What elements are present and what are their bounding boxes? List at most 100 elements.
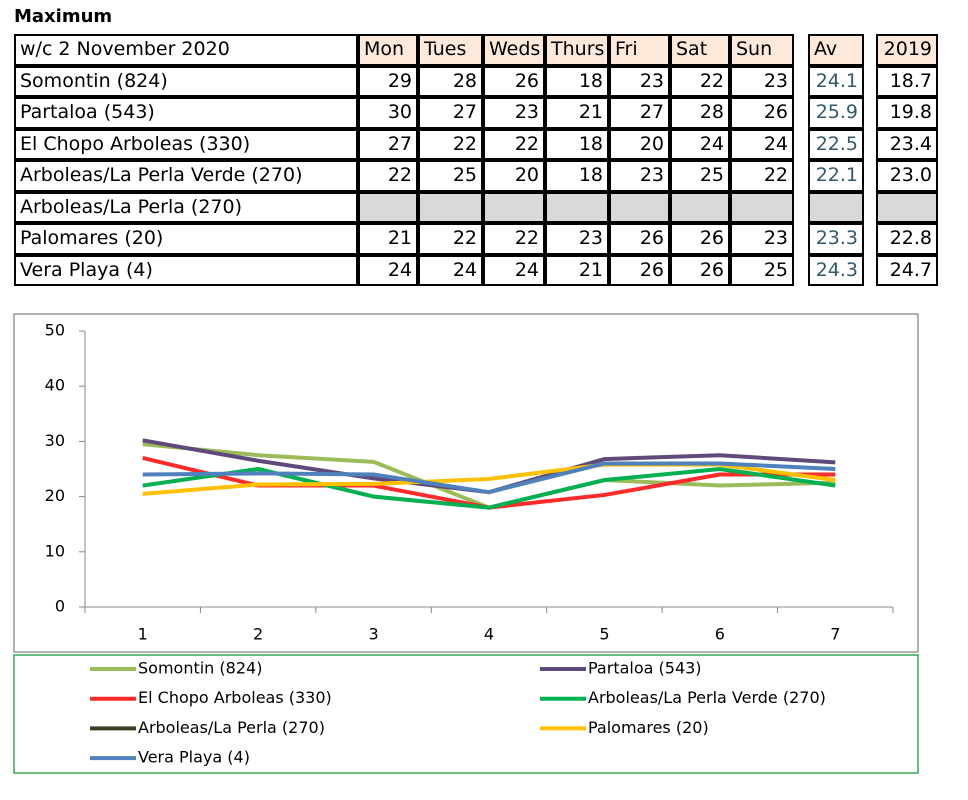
series-line	[142, 467, 836, 510]
value-cell	[730, 191, 794, 223]
column-header: Thurs	[545, 34, 609, 66]
year-cell	[876, 191, 938, 223]
year-cell: 24.7	[876, 254, 938, 286]
year-cell: 18.7	[876, 65, 938, 97]
value-cell: 26	[730, 97, 794, 129]
value-cell: 27	[418, 97, 483, 129]
value-cell: 23	[730, 65, 794, 97]
year-cell: 23.0	[876, 160, 938, 192]
legend-label: Vera Playa (4)	[138, 748, 250, 767]
value-cell	[418, 191, 483, 223]
value-cell: 22	[418, 223, 483, 255]
series-line	[142, 461, 836, 495]
value-cell: 26	[670, 223, 730, 255]
row-label: Somontin (824)	[14, 65, 358, 97]
value-cell	[358, 191, 418, 223]
value-cell: 29	[358, 65, 418, 97]
value-cell: 22	[358, 160, 418, 192]
column-header: w/c 2 November 2020	[14, 34, 358, 66]
year-cell: 23.4	[876, 128, 938, 160]
legend-label: Arboleas/La Perla Verde (270)	[588, 688, 826, 707]
x-tick-label: 6	[715, 625, 725, 644]
value-cell: 23	[730, 223, 794, 255]
value-cell: 22	[730, 160, 794, 192]
value-cell: 22	[670, 65, 730, 97]
row-label: Palomares (20)	[14, 223, 358, 255]
value-cell: 21	[545, 97, 609, 129]
y-tick-label: 50	[45, 321, 65, 340]
year-cell: 19.8	[876, 97, 938, 129]
column-header: Weds	[483, 34, 545, 66]
value-cell: 24	[483, 254, 545, 286]
y-tick-label: 0	[55, 597, 65, 616]
row-label: Vera Playa (4)	[14, 254, 358, 286]
average-cell: 24.3	[808, 254, 864, 286]
x-tick-label: 1	[138, 625, 148, 644]
row-label: Arboleas/La Perla Verde (270)	[14, 160, 358, 192]
value-cell: 26	[609, 254, 670, 286]
x-tick-label: 5	[599, 625, 609, 644]
column-header: Tues	[418, 34, 483, 66]
value-cell: 22	[483, 223, 545, 255]
row-label: El Chopo Arboleas (330)	[14, 128, 358, 160]
x-tick-label: 3	[368, 625, 378, 644]
value-cell: 21	[545, 254, 609, 286]
average-cell	[808, 191, 864, 223]
value-cell: 28	[418, 65, 483, 97]
column-header: 2019	[876, 34, 938, 66]
value-cell: 18	[545, 65, 609, 97]
title: Maximum	[14, 6, 113, 27]
value-cell: 22	[483, 128, 545, 160]
value-cell: 26	[609, 223, 670, 255]
average-cell: 24.1	[808, 65, 864, 97]
y-tick-label: 40	[45, 376, 65, 395]
x-tick-label: 2	[253, 625, 263, 644]
value-cell: 24	[730, 128, 794, 160]
value-cell: 21	[358, 223, 418, 255]
value-cell: 23	[609, 160, 670, 192]
value-cell	[670, 191, 730, 223]
value-cell	[483, 191, 545, 223]
average-cell: 23.3	[808, 223, 864, 255]
column-header: Mon	[358, 34, 418, 66]
legend-label: Partaloa (543)	[588, 659, 702, 678]
value-cell: 28	[670, 97, 730, 129]
value-cell: 23	[609, 65, 670, 97]
legend-label: Somontin (824)	[138, 659, 262, 678]
legend-label: El Chopo Arboleas (330)	[138, 688, 332, 707]
value-cell: 27	[609, 97, 670, 129]
average-cell: 25.9	[808, 97, 864, 129]
value-cell: 24	[358, 254, 418, 286]
value-cell: 30	[358, 97, 418, 129]
column-header: Sun	[730, 34, 794, 66]
value-cell: 18	[545, 160, 609, 192]
value-cell: 27	[358, 128, 418, 160]
value-cell: 25	[730, 254, 794, 286]
y-tick-label: 30	[45, 431, 65, 450]
column-header: Fri	[609, 34, 670, 66]
column-header: Av	[808, 34, 864, 66]
legend-frame	[13, 654, 919, 774]
value-cell: 23	[545, 223, 609, 255]
value-cell: 26	[670, 254, 730, 286]
value-cell: 20	[483, 160, 545, 192]
value-cell: 23	[483, 97, 545, 129]
value-cell: 25	[418, 160, 483, 192]
value-cell: 26	[483, 65, 545, 97]
value-cell: 22	[418, 128, 483, 160]
value-cell: 24	[418, 254, 483, 286]
row-label: Partaloa (543)	[14, 97, 358, 129]
y-tick-label: 20	[45, 486, 65, 505]
chart-frame	[13, 313, 919, 653]
value-cell: 18	[545, 128, 609, 160]
legend-label: Arboleas/La Perla (270)	[138, 718, 325, 737]
value-cell: 25	[670, 160, 730, 192]
y-tick-label: 10	[45, 541, 65, 560]
average-cell: 22.1	[808, 160, 864, 192]
column-header: Sat	[670, 34, 730, 66]
average-cell: 22.5	[808, 128, 864, 160]
x-tick-label: 4	[484, 625, 494, 644]
value-cell	[609, 191, 670, 223]
